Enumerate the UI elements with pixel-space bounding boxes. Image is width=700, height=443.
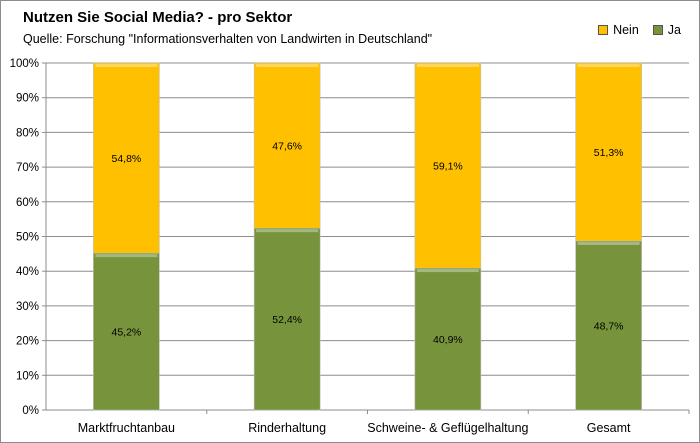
category-label: Gesamt — [587, 421, 631, 435]
bar-highlight — [416, 269, 479, 273]
category-label: Schweine- & Geflügelhaltung — [367, 421, 528, 435]
y-tick-label: 20% — [16, 336, 39, 348]
bar-ja — [414, 267, 482, 411]
legend-entry-ja: Ja — [652, 23, 681, 37]
legend-swatch-nein — [598, 25, 609, 35]
bar-nein — [575, 62, 642, 242]
legend-label-ja: Ja — [667, 23, 681, 37]
bar-highlight — [416, 64, 479, 67]
category-label: Marktfruchtanbau — [78, 421, 175, 435]
data-label: 54,8% — [111, 153, 141, 165]
y-tick-label: 10% — [16, 370, 39, 382]
category-label: Rinderhaltung — [248, 421, 326, 435]
y-tick-label: 30% — [16, 301, 39, 313]
legend: Nein Ja — [598, 23, 681, 37]
chart-title: Nutzen Sie Social Media? - pro Sektor — [23, 9, 293, 26]
legend-label-nein: Nein — [613, 23, 639, 37]
y-tick-label: 40% — [16, 266, 39, 278]
bar-highlight — [256, 229, 319, 233]
data-label: 47,6% — [272, 141, 302, 153]
y-tick-label: 90% — [16, 93, 39, 105]
chart-subtitle: Quelle: Forschung "Informationsverhalten… — [23, 32, 433, 46]
y-tick-label: 60% — [16, 197, 39, 209]
legend-entry-nein: Nein — [598, 23, 639, 37]
y-tick-label: 0% — [22, 405, 39, 417]
bar-nein — [414, 62, 482, 269]
bar-highlight — [256, 64, 319, 67]
bar-highlight — [577, 242, 640, 246]
y-tick-label: 70% — [16, 162, 39, 174]
bar-highlight — [95, 254, 158, 258]
bar-ja — [575, 240, 642, 411]
bar-nein — [253, 62, 321, 229]
data-label: 45,2% — [111, 327, 141, 339]
data-label: 59,1% — [433, 161, 463, 173]
data-label: 48,7% — [594, 321, 624, 333]
bar-nein — [93, 62, 160, 254]
data-label: 40,9% — [433, 334, 463, 346]
y-tick-label: 100% — [10, 58, 39, 70]
bar-highlight — [577, 64, 640, 67]
bar-highlight — [95, 64, 158, 67]
y-tick-label: 80% — [16, 127, 39, 139]
bar-ja — [253, 227, 321, 411]
legend-swatch-ja — [652, 25, 663, 35]
data-label: 51,3% — [594, 147, 624, 159]
data-label: 52,4% — [272, 314, 302, 326]
y-tick-label: 50% — [16, 232, 39, 244]
